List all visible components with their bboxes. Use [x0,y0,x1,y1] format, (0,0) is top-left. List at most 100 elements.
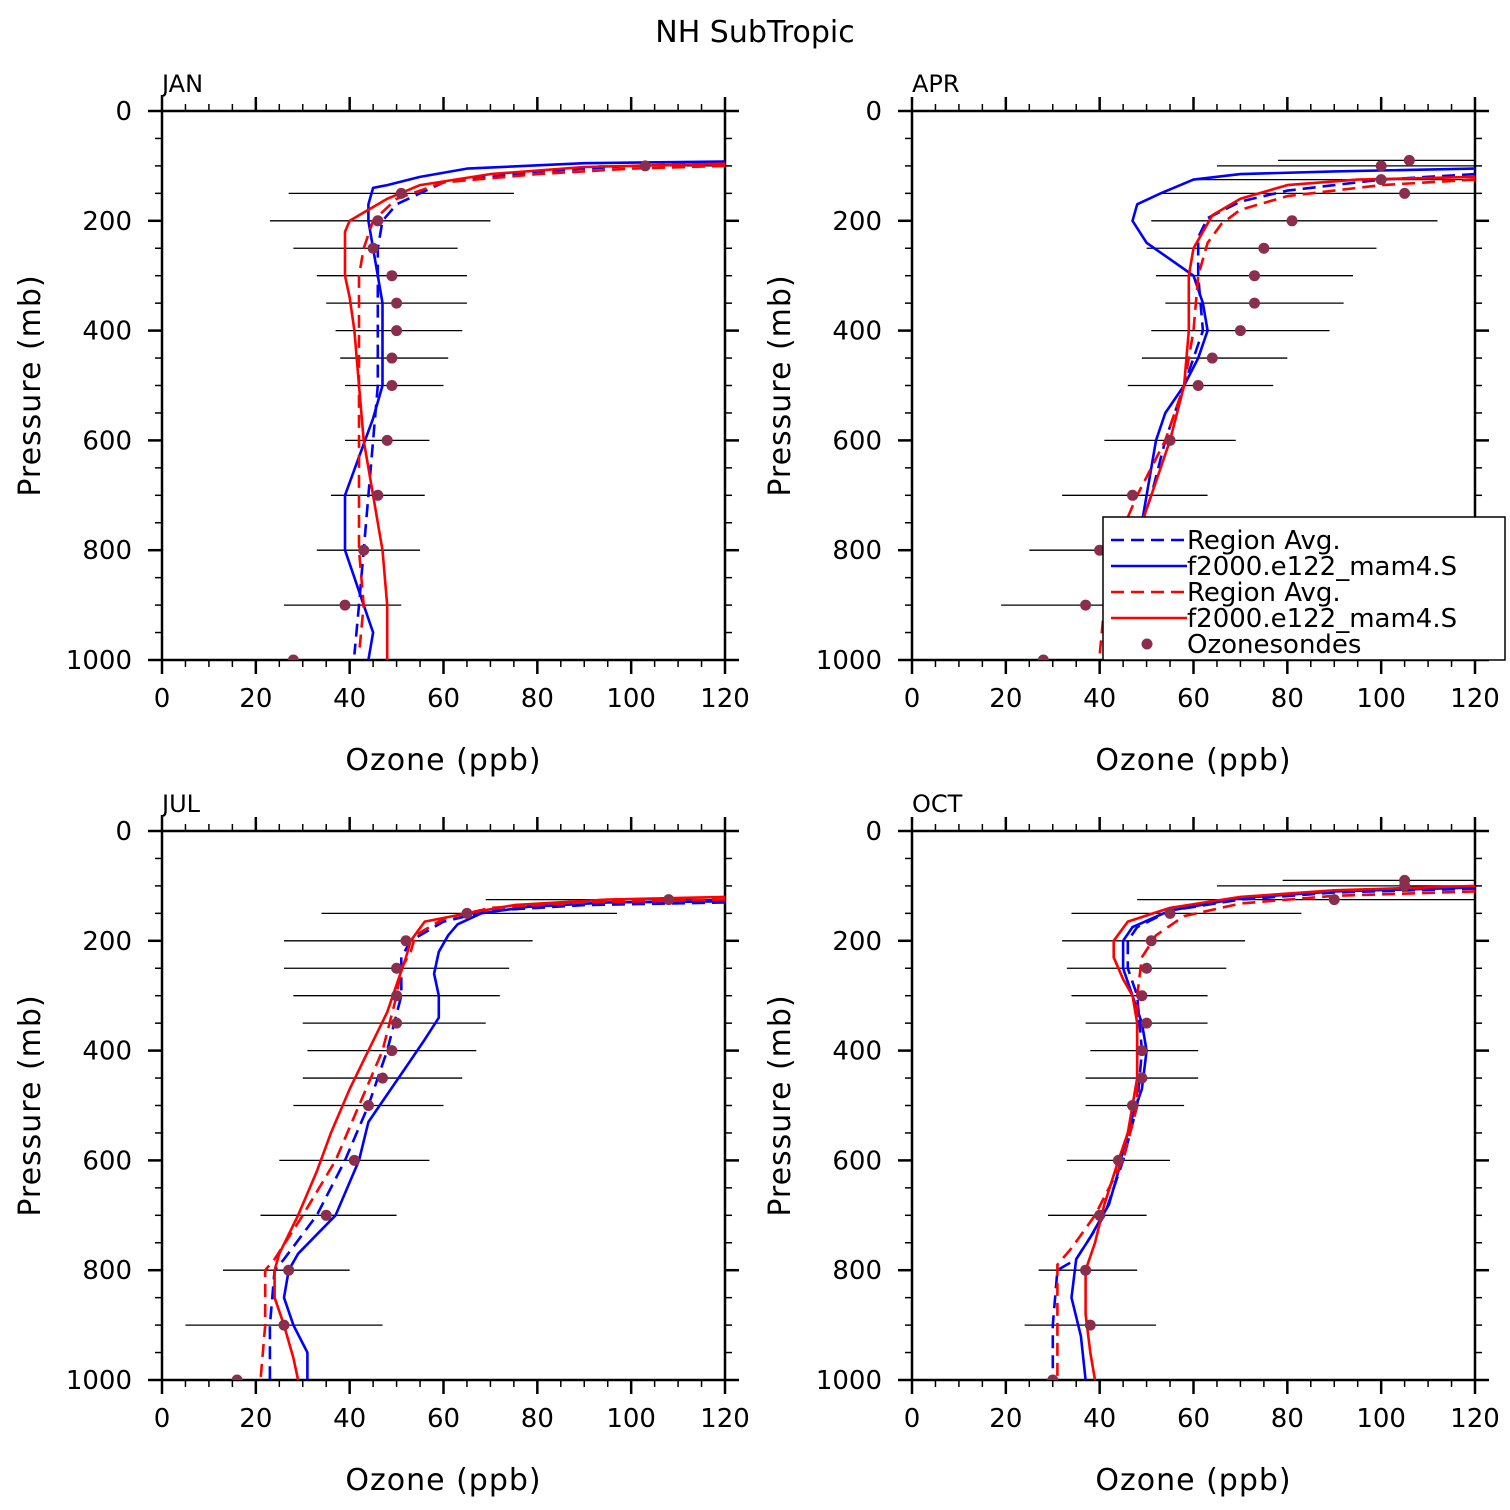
ozonesonde-point [386,270,398,282]
y-tick-label: 1000 [816,1366,882,1396]
blue-model-line [1070,886,1475,1380]
y-tick-label: 1000 [66,646,132,676]
x-tick-label: 100 [606,1404,656,1434]
ozonesonde-point [320,1209,332,1221]
blue-region-avg-line [353,161,725,655]
ozonesonde-point [1127,1100,1139,1111]
ozonesonde-point [461,907,473,919]
x-axis-title: Ozone (ppb) [1095,1463,1291,1498]
x-tick-label: 120 [1450,684,1500,714]
panel-oct: OCT 0 20 40 60 80 100 120 0 200 400 600 800 1000 Ozone… [763,790,1500,1498]
y-tick-label: 600 [832,426,882,456]
panel-apr: APR 0 20 40 60 80 100 120 0 200 400 600 800 1000 Ozone… [763,70,1506,778]
y-axis-title: Pressure (mb) [763,274,798,496]
y-tick-label: 600 [832,1146,882,1176]
ozonesonde-point [1047,1374,1059,1380]
ozonesonde-point [1136,990,1148,1002]
legend-label: Ozonesondes [1187,630,1361,660]
x-axis-title: Ozone (ppb) [345,1463,541,1498]
panel-label: APR [912,70,960,98]
ozonesonde-point [1127,489,1139,501]
x-tick-label: 100 [1356,1404,1406,1434]
x-tick-label: 100 [1356,684,1406,714]
ozonesonde-point [386,352,398,364]
ozonesonde-point [663,894,675,906]
ozonesonde-point [1164,434,1176,446]
legend-label: f2000.e122_mam4.S [1187,604,1457,634]
ozonesonde-point [391,325,403,337]
figure-title: NH SubTropic [655,15,854,50]
y-tick-label: 800 [82,1256,132,1286]
ozonesonde-point [391,962,403,974]
ozonesonde-point [386,1045,398,1057]
x-tick-label: 80 [521,1404,554,1434]
blue-model-line [282,900,725,1380]
y-tick-label: 400 [82,317,132,347]
x-tick-label: 120 [700,1404,750,1434]
ozonesonde-point [1141,1017,1153,1029]
y-tick-label: 0 [865,97,882,127]
ozonesonde-point [1403,154,1415,166]
ozonesonde-point [386,380,398,391]
ozonesonde-point [1258,242,1270,254]
x-tick-label: 0 [154,684,171,714]
y-tick-label: 200 [82,927,132,957]
red-region-avg-line [1056,890,1475,1380]
ozonesonde-point [1141,962,1153,974]
legend-label: Region Avg. [1187,526,1341,556]
ozonesonde-point [1080,599,1092,611]
ozonesonde-point [287,654,299,660]
y-tick-label: 200 [832,927,882,957]
x-tick-label: 0 [904,1404,921,1434]
x-tick-label: 80 [1271,684,1304,714]
panel-jul: JUL 0 20 40 60 80 100 120 0 200 400 600 800 1000 Ozone… [13,790,750,1498]
ozonesonde-point [339,599,351,611]
x-tick-label: 80 [521,684,554,714]
ozonesonde-point [1375,174,1387,186]
x-tick-label: 40 [1083,1404,1116,1434]
x-tick-label: 40 [333,684,366,714]
y-tick-label: 800 [82,536,132,566]
y-axis-title: Pressure (mb) [13,274,48,496]
plot-area [227,160,725,660]
y-tick-label: 1000 [66,1366,132,1396]
panel-jan: JAN 0 20 40 60 80 100 120 0 200 400 600 800 1000 Ozone… [13,70,750,778]
ozonesonde-point [1080,1264,1092,1276]
y-tick-label: 0 [115,97,132,127]
ozonesonde-point [1328,894,1340,906]
red-model-line [343,162,725,660]
ozonesonde-point [362,1100,374,1111]
legend-label: Region Avg. [1187,578,1341,608]
y-tick-label: 600 [82,426,132,456]
y-axis-title: Pressure (mb) [13,994,48,1216]
x-tick-label: 20 [239,684,272,714]
plot-area [982,874,1475,1380]
ozonesonde-point [1145,935,1157,947]
ozonesonde-point [1112,1154,1124,1166]
y-tick-label: 400 [832,1037,882,1067]
panel-label: OCT [912,790,963,818]
blue-model-line [343,160,725,660]
ozonesonde-point [1286,215,1298,227]
x-tick-label: 40 [333,1404,366,1434]
x-tick-label: 80 [1271,1404,1304,1434]
x-axis-title: Ozone (ppb) [1095,743,1291,778]
ozonesonde-point [372,215,384,227]
y-axis-title: Pressure (mb) [763,994,798,1216]
y-tick-label: 200 [832,207,882,237]
ozonesonde-point [1192,380,1204,391]
x-tick-label: 60 [427,1404,460,1434]
y-tick-label: 800 [832,1256,882,1286]
ozonesonde-point [278,1319,290,1331]
x-tick-label: 40 [1083,684,1116,714]
ozonesonde-point [231,1374,243,1380]
ozonesonde-point [1234,325,1246,337]
legend-label: f2000.e122_mam4.S [1187,552,1457,582]
ozonesonde-point [1206,352,1218,364]
y-tick-label: 400 [82,1037,132,1067]
blue-region-avg-line [268,901,725,1380]
ozonesonde-point [1136,1072,1148,1084]
